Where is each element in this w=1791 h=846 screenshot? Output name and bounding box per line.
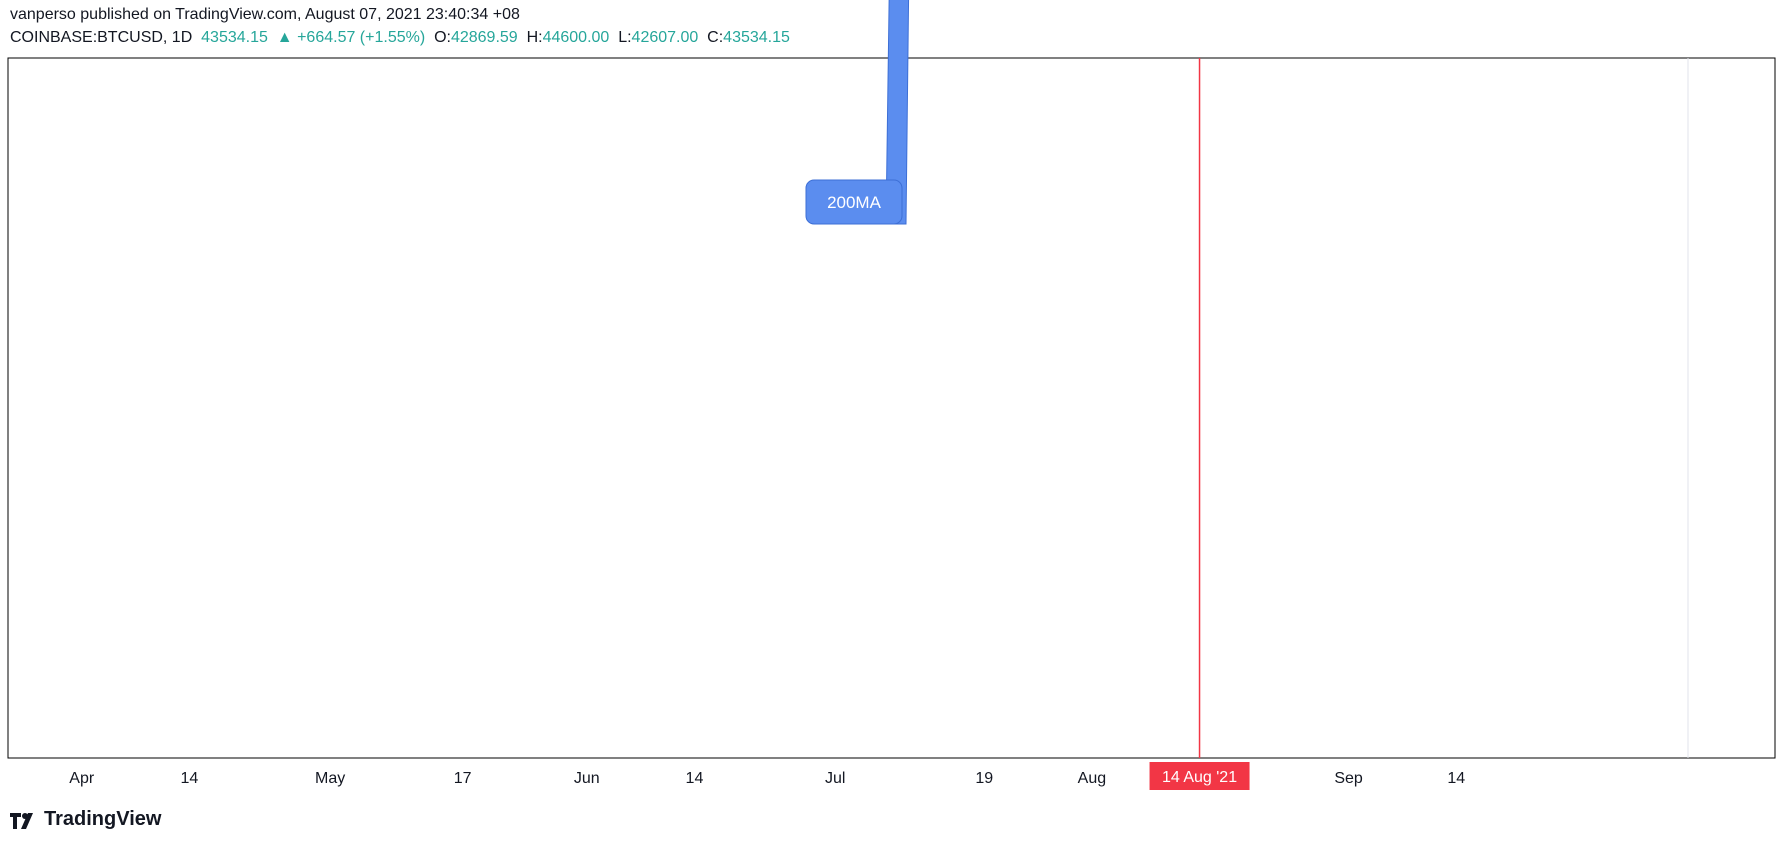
open-label: O: (434, 29, 451, 46)
last-price: 43534.15 (201, 29, 268, 46)
tradingview-logo-icon (10, 812, 33, 829)
time-tick-label: Jun (574, 770, 600, 787)
time-tick-label: Jul (825, 770, 845, 787)
up-arrow-icon: ▲ (276, 29, 293, 46)
low-label: L: (618, 29, 632, 46)
callout-label: 200MA (827, 193, 882, 212)
high-label: H: (526, 29, 543, 46)
time-tick-label: Aug (1078, 770, 1106, 787)
axes: 60000.0056000.0052000.0048000.0040000.00… (69, 762, 1465, 790)
tradingview-logo[interactable]: TradingView (10, 808, 161, 831)
time-tick-label: 19 (975, 770, 993, 787)
time-tick-label: 14 (180, 770, 198, 787)
callout-pointer (885, 0, 910, 225)
time-tick-label: 14 (1447, 770, 1465, 787)
date-marker-label: 14 Aug '21 (1162, 769, 1237, 786)
time-tick-label: May (315, 770, 345, 787)
brand-name: TradingView (44, 808, 162, 830)
published-text: vanperso published on TradingView.com, A… (10, 6, 520, 23)
time-tick-label: Apr (69, 770, 95, 787)
time-tick-label: 17 (454, 770, 472, 787)
time-tick-label: Sep (1334, 770, 1363, 787)
date-marker-badge (1149, 762, 1250, 790)
close-value: 43534.15 (723, 29, 790, 46)
callout-box[interactable] (805, 179, 903, 225)
ohlc-legend: COINBASE:BTCUSD, 1D 43534.15 ▲ +664.57 (… (10, 29, 790, 47)
time-tick-label: 14 (686, 770, 704, 787)
high-value: 44600.00 (542, 29, 610, 46)
publisher-line: vanperso published on TradingView.com, A… (10, 6, 520, 24)
close-label: C: (707, 29, 724, 46)
open-value: 42869.59 (450, 29, 518, 46)
annotations: 200MA (805, 0, 1201, 758)
change-text: +664.57 (+1.55%) (297, 29, 426, 46)
low-value: 42607.00 (631, 29, 699, 46)
symbol-text[interactable]: COINBASE:BTCUSD, 1D (10, 29, 193, 46)
